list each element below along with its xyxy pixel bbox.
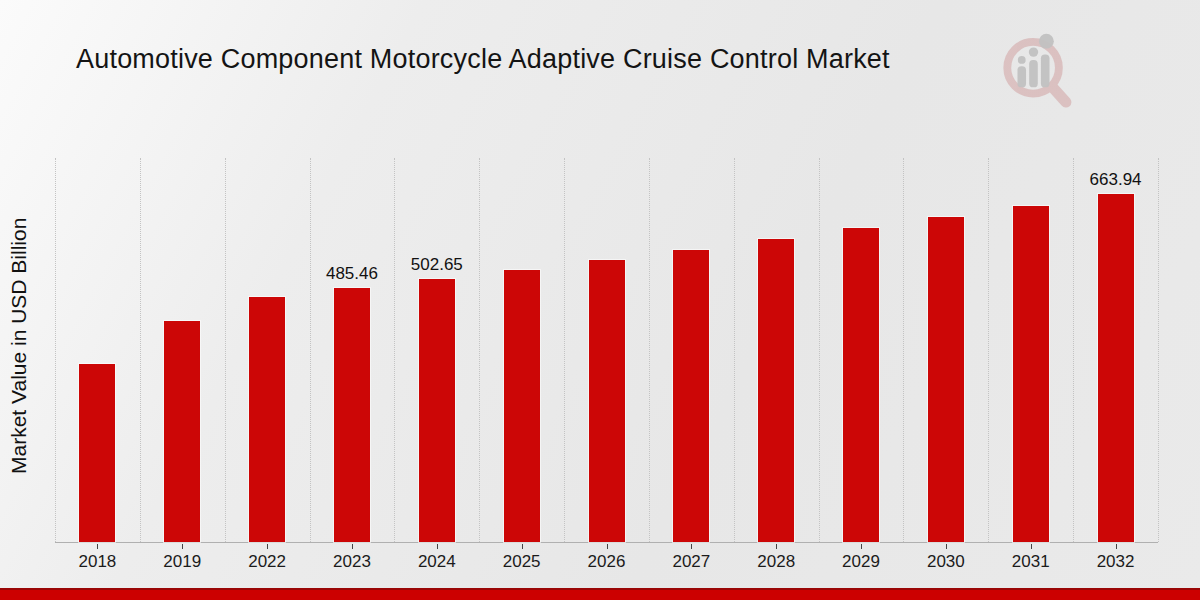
bar-value-label-2024: 502.65: [411, 255, 463, 275]
gridline: [1073, 158, 1074, 542]
bar-2026: [589, 260, 625, 542]
magnifier-bar-chart-logo-icon: [993, 31, 1081, 117]
x-axis-tick: [1116, 544, 1117, 549]
x-axis-label-2028: 2028: [736, 552, 816, 572]
bar-2022: [249, 297, 285, 542]
footer-banner: [0, 588, 1200, 600]
x-axis-label-2022: 2022: [227, 552, 307, 572]
gridline: [310, 158, 311, 542]
bar-value-label-2032: 663.94: [1090, 170, 1142, 190]
x-axis-label-2031: 2031: [991, 552, 1071, 572]
x-axis-tick: [182, 544, 183, 549]
gridline: [55, 158, 56, 542]
x-axis-label-2019: 2019: [142, 552, 222, 572]
chart-page: Automotive Component Motorcycle Adaptive…: [0, 0, 1200, 600]
bar-2029: [843, 228, 879, 542]
x-axis-tick: [97, 544, 98, 549]
gridline: [734, 158, 735, 542]
x-axis-label-2024: 2024: [397, 552, 477, 572]
y-axis-title: Market Value in USD Billion: [4, 166, 34, 526]
bar-2028: [758, 239, 794, 542]
bar-2019: [164, 321, 200, 542]
gridline: [1158, 158, 1159, 542]
bar-2030: [928, 217, 964, 542]
bar-2024: [419, 279, 455, 542]
gridline: [564, 158, 565, 542]
x-axis-tick: [776, 544, 777, 549]
chart-title: Automotive Component Motorcycle Adaptive…: [76, 44, 890, 75]
bar-2031: [1013, 206, 1049, 542]
gridline: [903, 158, 904, 542]
bar-2018: [79, 364, 115, 542]
gridline: [649, 158, 650, 542]
x-axis-label-2018: 2018: [57, 552, 137, 572]
x-axis-label-2030: 2030: [906, 552, 986, 572]
x-axis-tick: [522, 544, 523, 549]
x-axis-tick: [691, 544, 692, 549]
gridline: [394, 158, 395, 542]
bar-2023: [334, 288, 370, 542]
x-axis-tick: [1031, 544, 1032, 549]
x-axis-tick: [437, 544, 438, 549]
bar-2032: [1098, 194, 1134, 542]
x-axis-label-2023: 2023: [312, 552, 392, 572]
x-axis-label-2032: 2032: [1076, 552, 1156, 572]
x-axis-label-2029: 2029: [821, 552, 901, 572]
gridline: [819, 158, 820, 542]
x-axis-label-2026: 2026: [567, 552, 647, 572]
gridline: [140, 158, 141, 542]
x-axis-tick: [946, 544, 947, 549]
x-axis-tick: [607, 544, 608, 549]
gridline: [225, 158, 226, 542]
x-axis-label-2025: 2025: [482, 552, 562, 572]
x-axis-tick: [861, 544, 862, 549]
bar-value-label-2023: 485.46: [326, 264, 378, 284]
x-axis-label-2027: 2027: [651, 552, 731, 572]
x-axis-tick: [352, 544, 353, 549]
gridline: [479, 158, 480, 542]
bar-2025: [504, 270, 540, 542]
gridline: [988, 158, 989, 542]
bar-2027: [673, 250, 709, 542]
x-axis-tick: [267, 544, 268, 549]
plot-area: 485.46 502.65 663.94: [55, 158, 1158, 543]
